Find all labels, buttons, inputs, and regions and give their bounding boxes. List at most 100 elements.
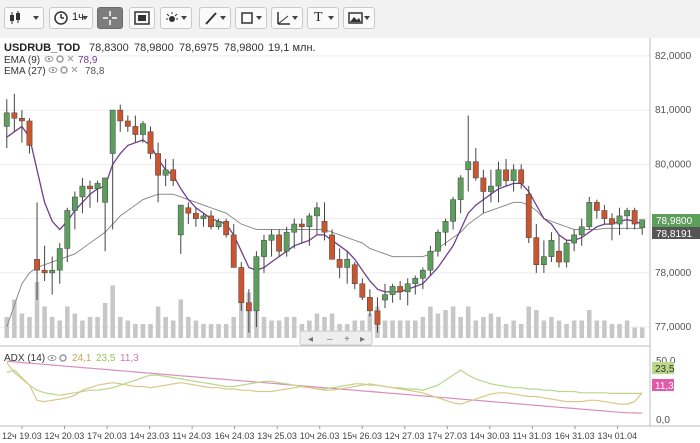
chart-type-button[interactable] [4, 7, 44, 29]
volume-bar [140, 324, 146, 338]
volume-bar [133, 324, 138, 338]
candle-body [109, 109, 116, 154]
minus-di-badge-label: 11,3 [655, 381, 674, 392]
volume-bar [307, 320, 312, 338]
candle-body [3, 112, 10, 127]
scroll-left-button[interactable]: ◂ [308, 334, 313, 345]
crosshair-button[interactable] [97, 7, 123, 29]
time-tick-label: 14ч 30.03 [470, 431, 510, 441]
adx-label: ADX (14) [4, 353, 45, 364]
candle-body [366, 297, 373, 312]
candle-body [291, 223, 298, 233]
candle-body [11, 112, 18, 119]
volume-bar [216, 324, 221, 338]
chart-toolbar: 1ч T [0, 0, 700, 39]
shapes-button[interactable] [235, 7, 267, 29]
eye-icon[interactable] [47, 355, 57, 361]
gear-icon[interactable] [56, 55, 64, 63]
gear-icon[interactable] [59, 354, 67, 362]
candle-body [450, 199, 456, 222]
image-button[interactable] [343, 7, 375, 29]
candle-body [162, 169, 169, 176]
volume-bar [526, 306, 532, 338]
candle-body [503, 169, 509, 181]
volume-bar [231, 317, 236, 338]
candle-body [397, 286, 404, 293]
volume-bar [72, 313, 78, 338]
candle-body [609, 218, 615, 225]
candle-body [34, 259, 40, 271]
indicators-icon [166, 12, 178, 22]
candle-body [344, 259, 351, 268]
candle-body [586, 202, 593, 228]
candle-body [639, 219, 646, 229]
volume-bar [261, 317, 267, 338]
volume-bar [420, 317, 426, 338]
candle-body [465, 161, 472, 171]
close-icon[interactable] [71, 66, 78, 73]
ema27-legend-value: 78,8 [85, 66, 105, 77]
candle-body [132, 126, 139, 135]
adx-axis-top: 50,0 [656, 356, 676, 367]
time-tick-label: 10ч 26.03 [300, 431, 340, 441]
text-icon: T [314, 10, 323, 25]
volume-bar [291, 317, 297, 338]
price-chart[interactable]: 82,000081,000080,000079,000078,000077,00… [0, 38, 700, 443]
volume-bar [556, 320, 562, 338]
candle-body [571, 234, 578, 244]
volume-bar [390, 320, 395, 338]
fibonacci-button[interactable] [271, 7, 303, 29]
close-icon[interactable] [67, 55, 74, 62]
volume-bar [511, 320, 516, 338]
candle-body [64, 210, 71, 249]
last-price-badge [652, 214, 700, 227]
volume-bar [579, 320, 584, 338]
gear-icon[interactable] [60, 66, 68, 74]
volume-bar [322, 317, 327, 338]
plus-di-badge-label: 23,5 [655, 364, 675, 375]
candle-body [631, 210, 638, 225]
volume-bar [382, 320, 388, 338]
eye-icon[interactable] [48, 67, 58, 73]
volume-bar [473, 320, 479, 338]
volume-bar [465, 306, 471, 338]
scroll-right-button[interactable]: ▸ [360, 334, 365, 345]
candle-body [41, 269, 48, 274]
text-tool-button[interactable]: T [307, 7, 339, 29]
volume-bar [571, 320, 577, 338]
time-tick-label: 11ч 24.03 [172, 431, 211, 441]
candle-body [374, 310, 381, 325]
last-price-label: 78,9800 [656, 216, 693, 227]
candle-body [593, 202, 600, 211]
candle-body [223, 221, 230, 236]
interval-button[interactable]: 1ч [49, 7, 93, 29]
volume-bar [276, 320, 282, 338]
candle-body [155, 153, 161, 176]
line-tools-button[interactable] [199, 7, 231, 29]
volume-bar [12, 299, 17, 338]
candle-body [419, 269, 426, 279]
candle-body [245, 302, 252, 312]
candle-body [208, 215, 214, 228]
open-value: 78,8300 [89, 42, 129, 54]
candle-body [427, 250, 434, 271]
volume-bar [95, 317, 100, 338]
candle-body [480, 177, 487, 192]
zoom-in-button[interactable]: + [344, 334, 350, 345]
candle-body [382, 294, 388, 301]
volume-bar [239, 296, 244, 338]
volume-bar [367, 313, 373, 338]
candlestick-icon [10, 11, 20, 24]
indicators-button[interactable] [160, 7, 192, 29]
volume-bar [186, 317, 191, 338]
volume-bar [564, 324, 569, 338]
ema-price-label: 78,8191 [656, 229, 693, 240]
volume-bar [80, 320, 85, 338]
display-mode-button[interactable] [129, 7, 155, 29]
candle-body [102, 177, 109, 203]
eye-icon[interactable] [44, 56, 54, 62]
candle-body [94, 183, 101, 190]
zoom-out-button[interactable]: – [327, 334, 333, 345]
volume-bar [443, 310, 448, 338]
volume-bar [458, 317, 463, 338]
